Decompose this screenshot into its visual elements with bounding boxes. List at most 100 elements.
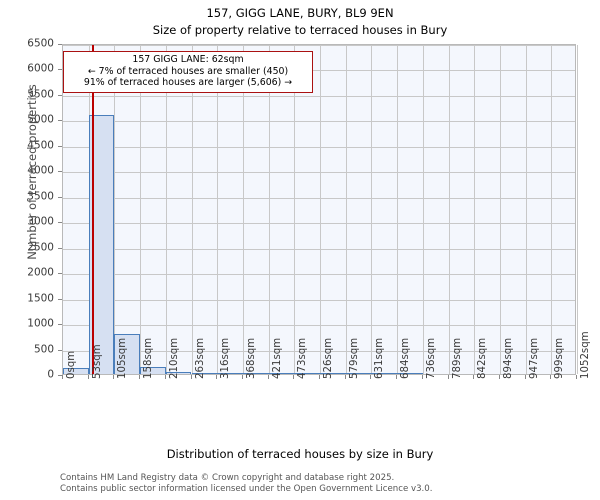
plot-area [62, 44, 578, 375]
y-axis-tick-label: 6000 [27, 62, 54, 75]
histogram-bar [63, 367, 89, 374]
y-axis-tick-label: 6500 [27, 37, 54, 50]
y-axis-tick-mark [58, 44, 62, 45]
gridline-horizontal [63, 248, 575, 250]
y-axis-tick-label: 500 [33, 343, 54, 356]
y-axis-tick-mark [58, 69, 62, 71]
x-axis-tick-label: 842sqm [477, 337, 489, 379]
gridline-horizontal [63, 197, 575, 199]
gridline-horizontal [63, 121, 575, 123]
y-axis-tick-label: 0 [47, 368, 54, 381]
y-axis-tick-mark [58, 145, 62, 147]
x-axis-tick-label: 0sqm [66, 350, 77, 379]
gridline-horizontal [63, 325, 575, 327]
x-axis-tick-mark [319, 375, 320, 379]
y-axis-tick-label: 3000 [27, 215, 54, 228]
gridline-vertical [165, 45, 167, 374]
gridline-vertical [191, 45, 193, 374]
x-axis-tick-mark [550, 375, 552, 379]
gridline-vertical [499, 45, 501, 374]
x-axis-tick-mark [164, 375, 166, 379]
chart-footer: Contains HM Land Registry data © Crown c… [60, 473, 432, 494]
footer-line-1: Contains HM Land Registry data © Crown c… [60, 473, 395, 483]
gridline-horizontal [63, 274, 575, 276]
x-axis-tick-mark [421, 375, 423, 379]
gridline-vertical [242, 45, 244, 374]
y-axis-tick-label: 1000 [27, 317, 54, 330]
histogram-bar [397, 372, 423, 374]
x-axis-tick-mark [62, 375, 63, 379]
gridline-horizontal [63, 172, 575, 174]
x-axis-tick-mark [344, 375, 346, 379]
histogram-bar [217, 372, 243, 374]
gridline-vertical [217, 45, 219, 374]
x-axis-tick-mark [498, 375, 500, 379]
x-axis-tick-label: 316sqm [220, 337, 232, 379]
property-size-marker-line [92, 45, 95, 374]
gridline-horizontal [63, 70, 575, 72]
x-axis-tick-mark [473, 375, 475, 379]
x-axis-tick-label: 894sqm [502, 337, 514, 379]
x-axis-tick-label: 526sqm [323, 337, 334, 379]
gridline-vertical [114, 45, 116, 374]
chart-title: 157, GIGG LANE, BURY, BL9 9EN [206, 6, 394, 20]
x-axis-tick-mark [267, 375, 269, 379]
gridline-vertical [345, 45, 347, 374]
annotation-line-3: 91% of terraced houses are larger (5,606… [83, 77, 293, 88]
gridline-vertical [268, 45, 270, 374]
gridline-vertical [140, 45, 142, 374]
gridline-vertical [525, 45, 527, 374]
y-axis-tick-label: 2000 [27, 266, 54, 279]
gridline-vertical [577, 45, 578, 374]
x-axis-tick-mark [216, 375, 218, 379]
x-axis-tick-label: 210sqm [168, 337, 180, 379]
gridline-vertical [422, 45, 424, 374]
gridline-vertical [320, 45, 321, 374]
x-axis-tick-mark [370, 375, 372, 379]
footer-line-2: Contains public sector information licen… [60, 483, 433, 494]
y-axis-tick-mark [58, 120, 62, 122]
x-axis-tick-mark [113, 375, 115, 379]
y-axis-tick-label: 5500 [27, 88, 54, 101]
histogram-bar [191, 372, 218, 374]
y-axis-tick-mark [58, 375, 62, 376]
gridline-vertical [551, 45, 553, 374]
gridline-horizontal [63, 223, 575, 225]
y-axis-tick-label: 2500 [27, 241, 54, 254]
x-axis-tick-label: 263sqm [194, 337, 206, 379]
x-axis-tick-mark [576, 375, 577, 379]
gridline-horizontal [63, 299, 575, 301]
x-axis-tick-label: 105sqm [117, 337, 129, 379]
gridline-vertical [371, 45, 373, 374]
y-axis-tick-label: 4000 [27, 164, 54, 177]
x-axis-tick-mark [139, 375, 141, 379]
y-axis-tick-mark [58, 298, 62, 300]
histogram-bar [345, 372, 372, 374]
histogram-bar [140, 367, 166, 374]
x-axis-tick-mark [524, 375, 526, 379]
x-axis-tick-mark [447, 375, 449, 379]
histogram-bar [294, 372, 320, 374]
gridline-vertical [397, 45, 399, 374]
x-axis-tick-label: 473sqm [297, 337, 309, 379]
gridline-horizontal [63, 350, 575, 352]
x-axis-tick-mark [293, 375, 295, 379]
gridline-vertical [294, 45, 296, 374]
x-axis-tick-label: 684sqm [400, 337, 412, 379]
x-axis-title: Distribution of terraced houses by size … [166, 447, 434, 461]
histogram-bar [114, 334, 141, 374]
x-axis-tick-label: 368sqm [245, 337, 257, 379]
y-axis-tick-mark [58, 171, 62, 173]
x-axis-tick-label: 631sqm [374, 337, 386, 379]
annotation-line-2: ← 7% of terraced houses are smaller (450… [87, 65, 289, 77]
y-axis-tick-label: 1500 [27, 292, 54, 305]
annotation-line-1: 157 GIGG LANE: 62sqm [132, 54, 244, 65]
histogram-bar [320, 372, 346, 374]
x-axis-tick-label: 421sqm [271, 337, 283, 379]
x-axis-tick-label: 1052sqm [580, 331, 591, 379]
histogram-bar [371, 372, 398, 374]
x-axis-tick-label: 947sqm [528, 337, 540, 379]
gridline-horizontal [63, 95, 575, 97]
x-axis-tick-label: 736sqm [425, 337, 437, 379]
